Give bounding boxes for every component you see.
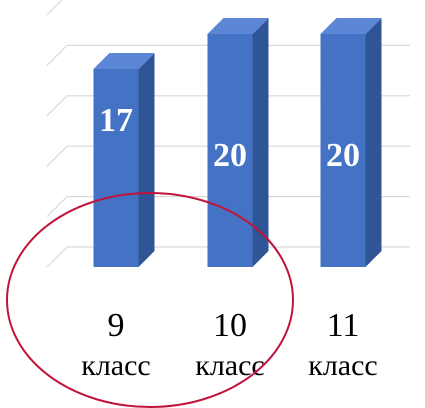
category-label-word-1: класс: [81, 349, 151, 382]
gridline-5: [46, 0, 63, 16]
bar-top-1: [93, 52, 155, 69]
bar-value-label-2: 20: [213, 137, 247, 174]
bar-side-2: [252, 18, 269, 267]
bar-front-2: [207, 34, 253, 267]
gridline-1: [46, 196, 410, 218]
bar-value-label-3: 20: [326, 137, 360, 174]
category-label-word-3: класс: [308, 349, 378, 382]
chart-category-labels: 9 класс 10 класс 11 класс: [81, 307, 378, 382]
bar-2: 20: [207, 18, 269, 267]
gridline-3: [46, 95, 410, 117]
category-label-word-2: класс: [195, 349, 265, 382]
bar-side-3: [365, 18, 382, 267]
bar-top-2: [207, 18, 269, 34]
bar-1: 17: [93, 52, 155, 268]
category-label-number-2: 10: [213, 307, 247, 344]
gridline-2: [46, 145, 410, 167]
highlight-circle: [6, 192, 294, 408]
bar-front-3: [320, 34, 366, 267]
gridline-0: [46, 246, 410, 268]
bar-3: 20: [320, 18, 382, 267]
chart-gridlines: [46, 0, 410, 268]
bar-side-1: [138, 52, 155, 268]
bar-value-label-1: 17: [99, 102, 133, 139]
category-label-number-3: 11: [327, 307, 360, 344]
bar-top-3: [320, 18, 382, 34]
gridline-4: [46, 44, 410, 66]
bar-front-1: [93, 68, 139, 267]
category-label-number-1: 9: [108, 307, 125, 344]
chart-bars: 17 20 20: [93, 18, 382, 268]
